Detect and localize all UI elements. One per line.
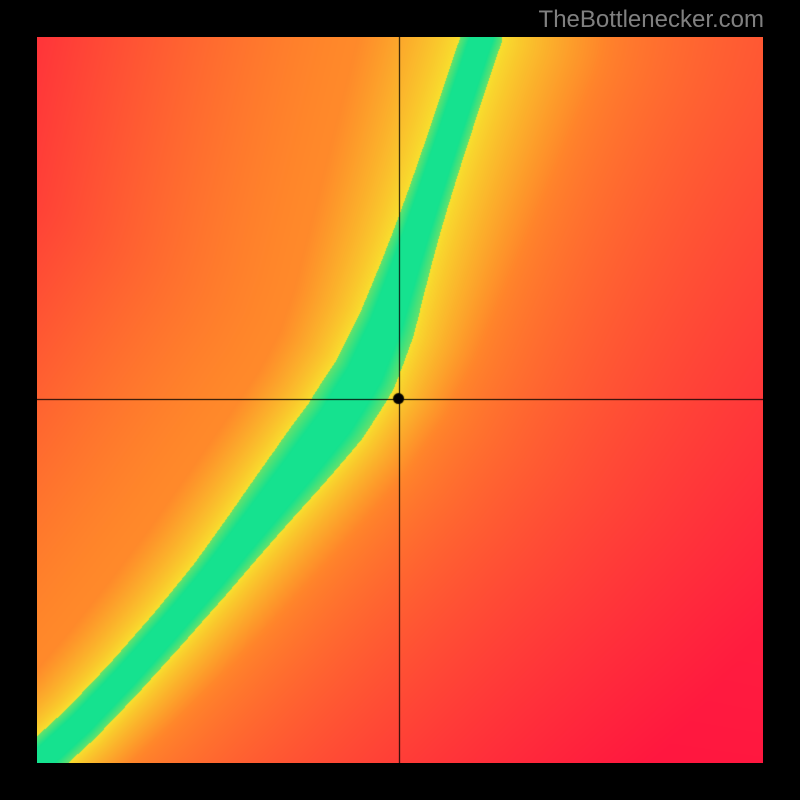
watermark-text: TheBottlenecker.com (539, 6, 764, 34)
bottleneck-heatmap (37, 37, 763, 763)
chart-container: TheBottlenecker.com (0, 0, 800, 800)
